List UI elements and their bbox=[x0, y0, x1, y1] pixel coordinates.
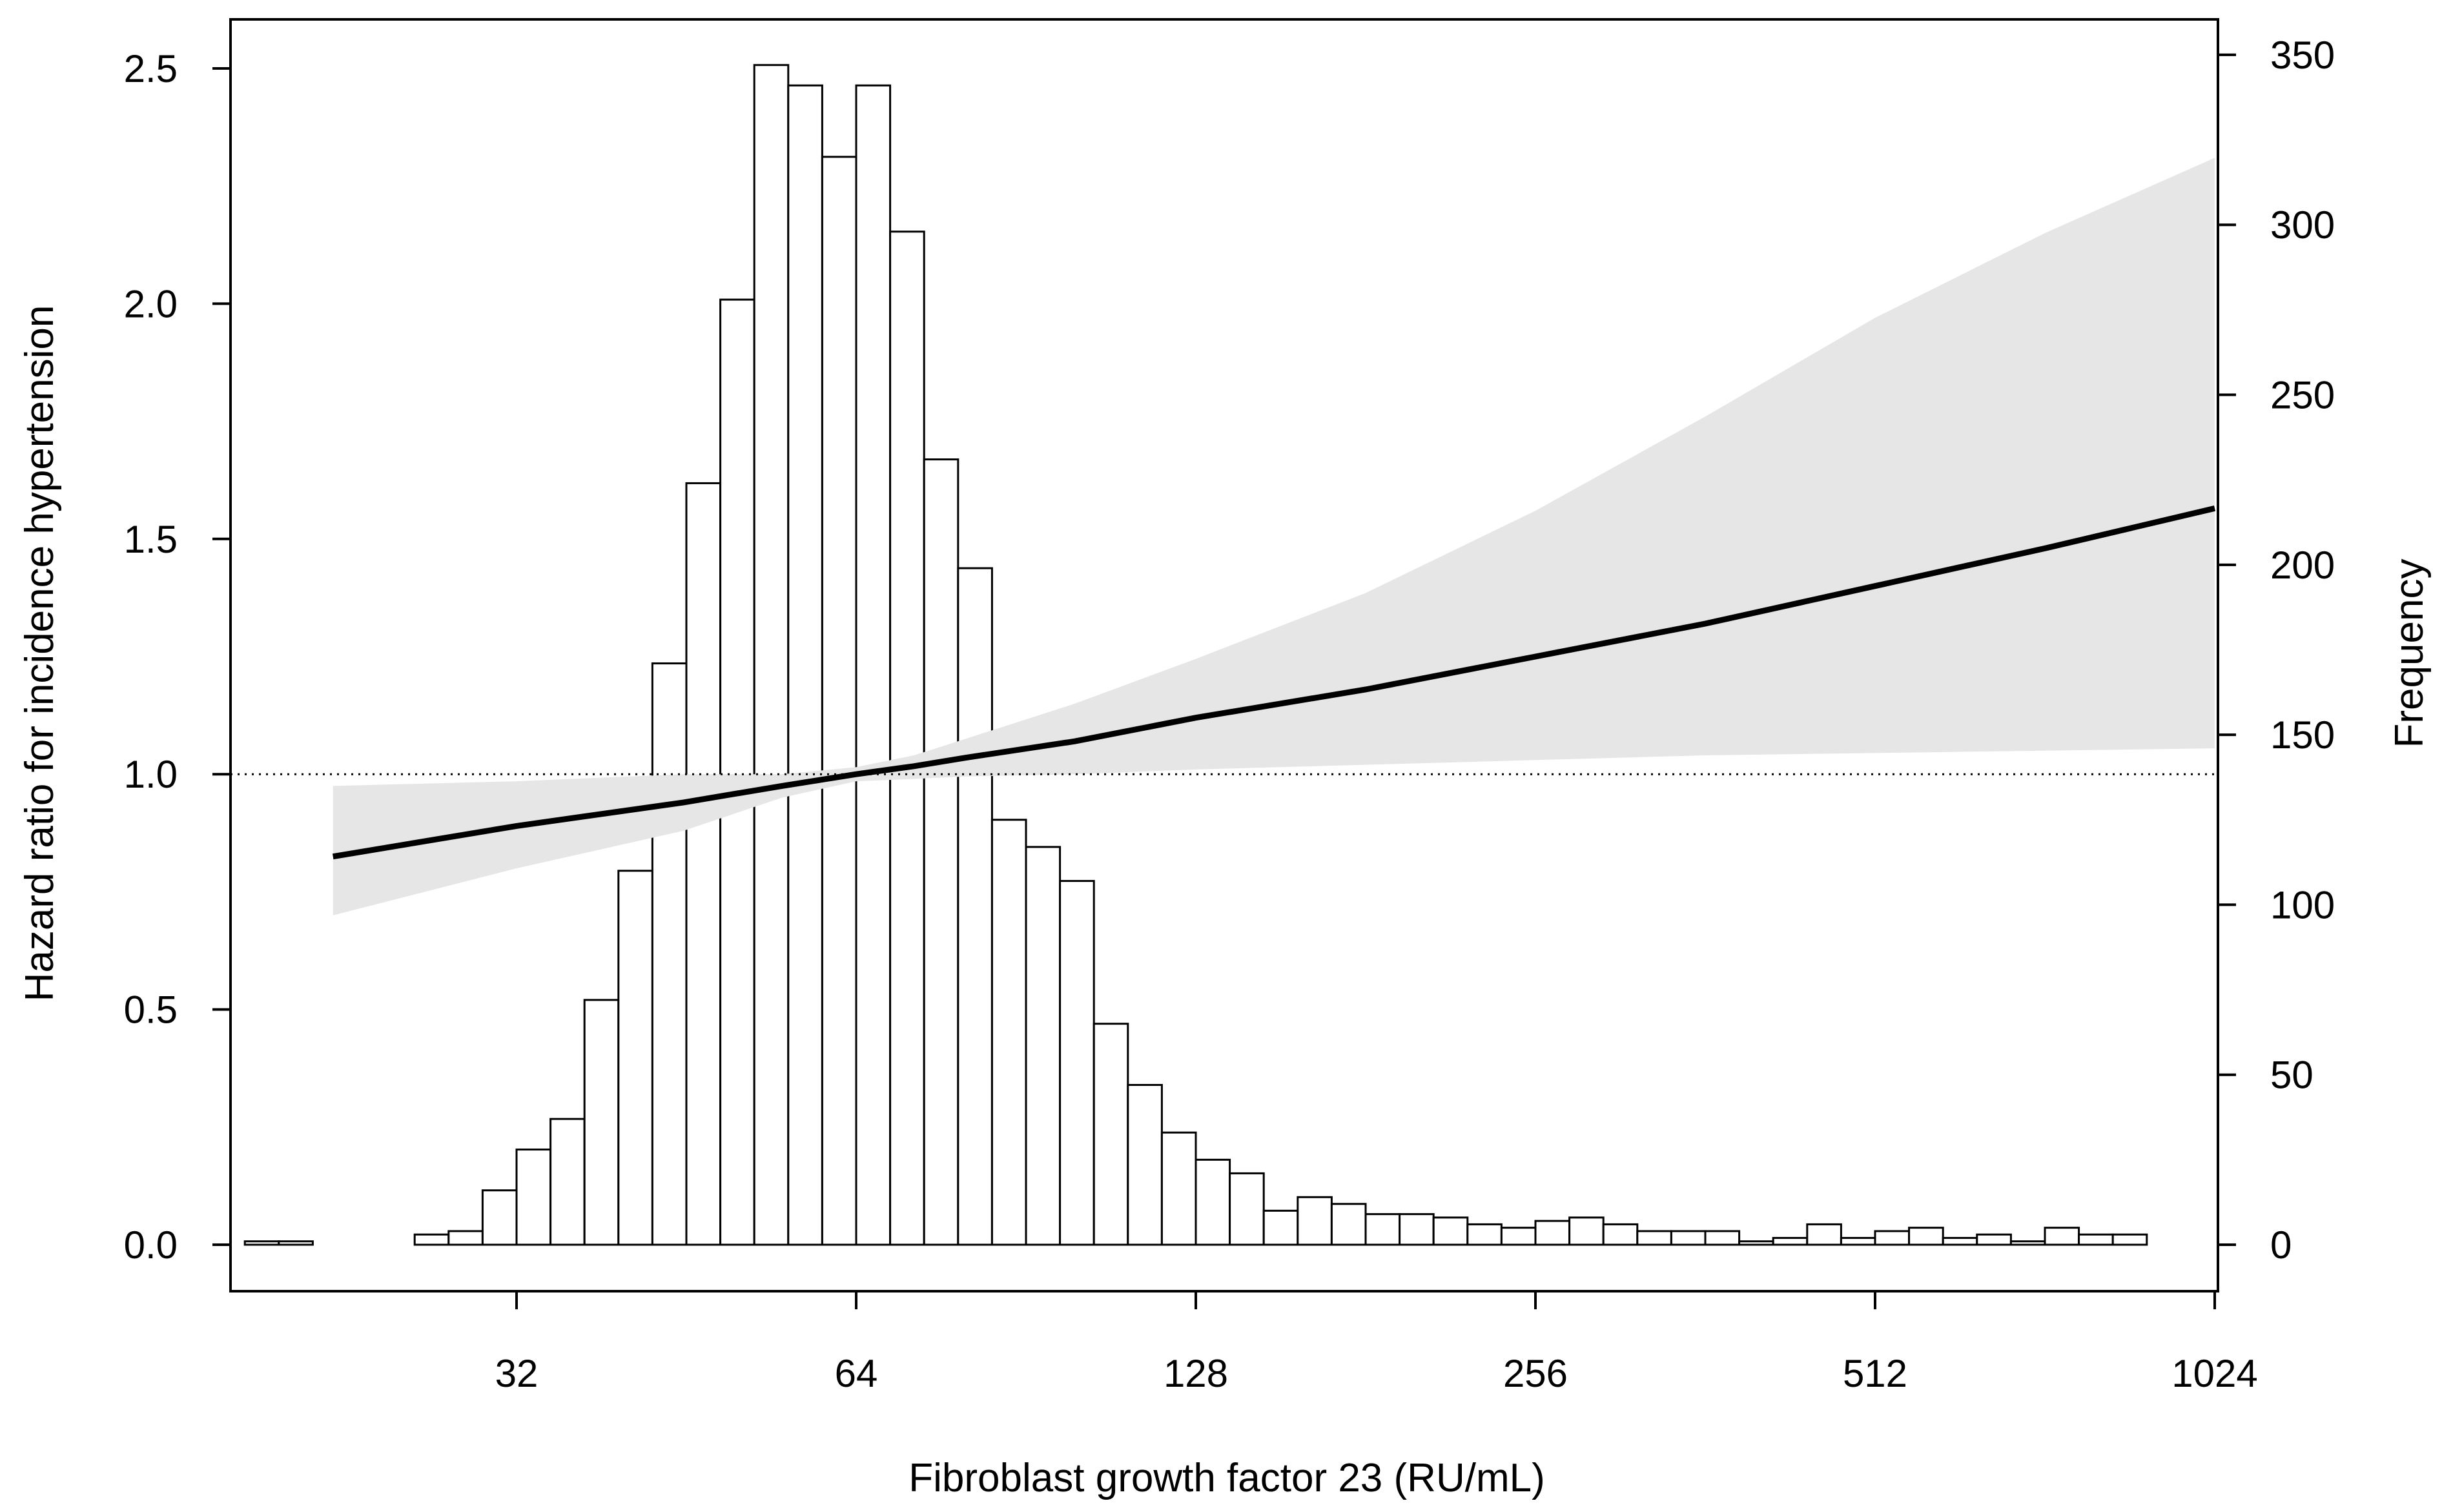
histogram-bar bbox=[617, 870, 653, 1246]
histogram-bar bbox=[1059, 880, 1095, 1246]
histogram-bar bbox=[1364, 1213, 1401, 1246]
histogram-bar bbox=[1568, 1216, 1605, 1246]
histogram-bar bbox=[1636, 1230, 1672, 1246]
histogram-bar bbox=[957, 567, 993, 1246]
histogram-bar bbox=[2111, 1233, 2148, 1246]
histogram-bar bbox=[1262, 1209, 1299, 1246]
histogram-bar bbox=[1093, 1023, 1129, 1246]
histogram-bar bbox=[1840, 1236, 1876, 1246]
y-tick-label-left: 0.5 bbox=[124, 988, 178, 1032]
y-tick-label-right: 350 bbox=[2270, 34, 2335, 77]
histogram-bar bbox=[685, 482, 722, 1246]
y-axis-label-right: Frequency bbox=[2387, 559, 2432, 748]
histogram-bar bbox=[990, 819, 1027, 1246]
x-tick-label: 256 bbox=[1503, 1352, 1568, 1395]
x-tick-label: 128 bbox=[1164, 1352, 1228, 1395]
histogram-bar bbox=[1432, 1216, 1469, 1246]
histogram-bar bbox=[889, 230, 925, 1246]
x-tick-label: 64 bbox=[835, 1352, 878, 1395]
hazard-ratio-line bbox=[332, 506, 2216, 860]
histogram-bar bbox=[1670, 1230, 1707, 1246]
histogram-bar bbox=[923, 458, 959, 1246]
histogram-bar bbox=[1466, 1223, 1503, 1246]
histogram-bar bbox=[1195, 1158, 1231, 1246]
histogram-bar bbox=[515, 1149, 552, 1246]
y-tick-label-right: 200 bbox=[2270, 544, 2335, 587]
y-axis-left: 0.0 0.5 1.0 1.5 2.0 2.5 bbox=[124, 47, 232, 1267]
histogram-bar bbox=[1772, 1236, 1809, 1246]
y-tick-label-left: 2.5 bbox=[124, 47, 178, 90]
y-tick-label-right: 250 bbox=[2270, 374, 2335, 417]
histogram-bar bbox=[1025, 846, 1062, 1246]
histogram-bar bbox=[1806, 1223, 1842, 1246]
histogram-bar bbox=[2009, 1240, 2046, 1246]
histogram-bar bbox=[651, 662, 688, 1246]
histogram-bar bbox=[447, 1230, 484, 1246]
histogram bbox=[243, 64, 2148, 1246]
x-tick-label: 512 bbox=[1843, 1352, 1907, 1395]
histogram-bar bbox=[1874, 1230, 1911, 1246]
histogram-bar bbox=[1908, 1227, 1944, 1246]
y-tick-label-right: 50 bbox=[2270, 1054, 2314, 1097]
histogram-bar bbox=[2078, 1233, 2114, 1246]
x-tick-label: 1024 bbox=[2171, 1352, 2257, 1395]
y-axis-right: 0 50 100 150 200 250 300 350 bbox=[2217, 34, 2335, 1267]
x-axis: 32 64 128 256 512 1024 bbox=[495, 1290, 2258, 1395]
histogram-bar bbox=[1330, 1203, 1367, 1246]
y-tick-label-right: 0 bbox=[2270, 1223, 2292, 1267]
histogram-bar bbox=[2044, 1227, 2080, 1246]
histogram-bar bbox=[1602, 1223, 1639, 1246]
histogram-bar bbox=[1976, 1233, 2012, 1246]
y-tick-label-left: 1.0 bbox=[124, 753, 178, 796]
histogram-bar bbox=[855, 84, 892, 1246]
histogram-bar bbox=[549, 1118, 586, 1246]
histogram-bar bbox=[278, 1240, 314, 1246]
histogram-bar bbox=[1942, 1236, 1978, 1246]
histogram-bar bbox=[413, 1233, 450, 1246]
histogram-bar bbox=[821, 156, 857, 1246]
histogram-bar bbox=[1534, 1220, 1571, 1246]
histogram-bar bbox=[1229, 1172, 1265, 1246]
histogram-bar bbox=[1704, 1230, 1741, 1246]
y-tick-label-right: 100 bbox=[2270, 883, 2335, 926]
y-tick-label-right: 150 bbox=[2270, 713, 2335, 757]
histogram-bar bbox=[1738, 1240, 1774, 1246]
histogram-bar bbox=[1399, 1213, 1435, 1246]
histogram-bar bbox=[1160, 1131, 1197, 1246]
histogram-bar bbox=[583, 999, 620, 1246]
y-axis-label-left: Hazard ratio for incidence hypertension bbox=[17, 305, 62, 1002]
y-tick-label-left: 0.0 bbox=[124, 1223, 178, 1267]
y-tick-label-left: 2.0 bbox=[124, 282, 178, 325]
y-tick-label-right: 300 bbox=[2270, 203, 2335, 247]
histogram-bar bbox=[481, 1189, 518, 1246]
histogram-bar bbox=[1500, 1227, 1537, 1246]
histogram-bar bbox=[1297, 1196, 1333, 1246]
confidence-band bbox=[333, 158, 2215, 915]
x-tick-label: 32 bbox=[495, 1352, 539, 1395]
histogram-bar bbox=[243, 1240, 280, 1246]
histogram-bar bbox=[719, 298, 755, 1246]
y-tick-label-left: 1.5 bbox=[124, 518, 178, 561]
histogram-bar bbox=[1127, 1084, 1163, 1246]
x-axis-label: Fibroblast growth factor 23 (RU/mL) bbox=[908, 1456, 1544, 1500]
histogram-bar bbox=[753, 64, 790, 1246]
histogram-bar bbox=[787, 84, 823, 1246]
